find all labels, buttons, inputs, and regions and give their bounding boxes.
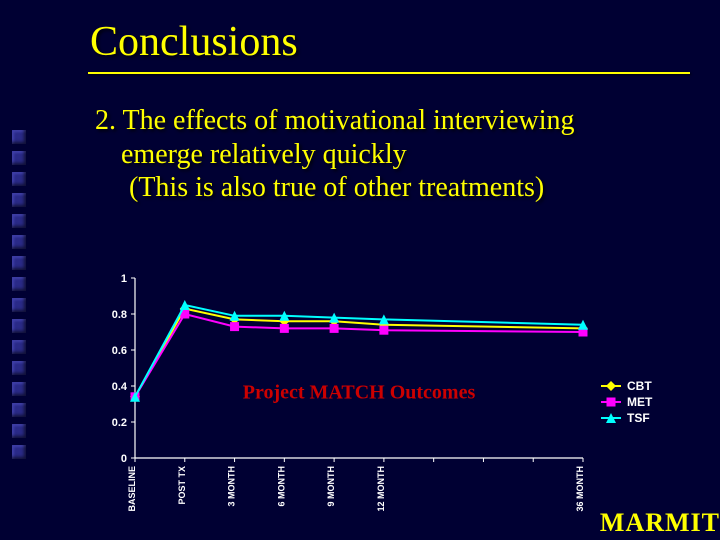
svg-text:Project MATCH Outcomes: Project MATCH Outcomes — [243, 382, 476, 404]
body-text: 2. The effects of motivational interview… — [0, 74, 720, 215]
body-line-1: 2. The effects of motivational interview… — [95, 105, 575, 136]
svg-text:0.2: 0.2 — [112, 417, 127, 429]
footer-brand: MARMIT — [600, 508, 720, 538]
line-chart: 0 0.2 0.4 0.6 0.8 1 BASELINE POST TX 3 MONTH 6 MO… — [80, 268, 700, 513]
svg-text:TSF: TSF — [627, 411, 650, 425]
svg-text:1: 1 — [121, 273, 127, 285]
body-line-3: (This is also true of other treatments) — [95, 171, 680, 205]
svg-text:3 MONTH: 3 MONTH — [227, 466, 237, 507]
svg-text:CBT: CBT — [627, 379, 652, 393]
body-line-2: emerge relatively quickly — [95, 138, 680, 172]
page-title: Conclusions — [0, 0, 720, 72]
svg-text:BASELINE: BASELINE — [127, 466, 137, 512]
svg-text:POST TX: POST TX — [177, 466, 187, 505]
svg-text:0.4: 0.4 — [112, 381, 128, 393]
svg-text:MET: MET — [627, 395, 653, 409]
chart-container: 0 0.2 0.4 0.6 0.8 1 BASELINE POST TX 3 MONTH 6 MO… — [80, 268, 700, 513]
svg-text:6 MONTH: 6 MONTH — [276, 466, 286, 507]
svg-text:12 MONTH: 12 MONTH — [376, 466, 386, 512]
svg-text:0.6: 0.6 — [112, 345, 127, 357]
svg-text:0.8: 0.8 — [112, 309, 127, 321]
svg-text:9 MONTH: 9 MONTH — [326, 466, 336, 507]
side-bullet-decor — [12, 130, 26, 459]
svg-text:36 MONTH: 36 MONTH — [575, 466, 585, 512]
svg-text:0: 0 — [121, 453, 127, 465]
